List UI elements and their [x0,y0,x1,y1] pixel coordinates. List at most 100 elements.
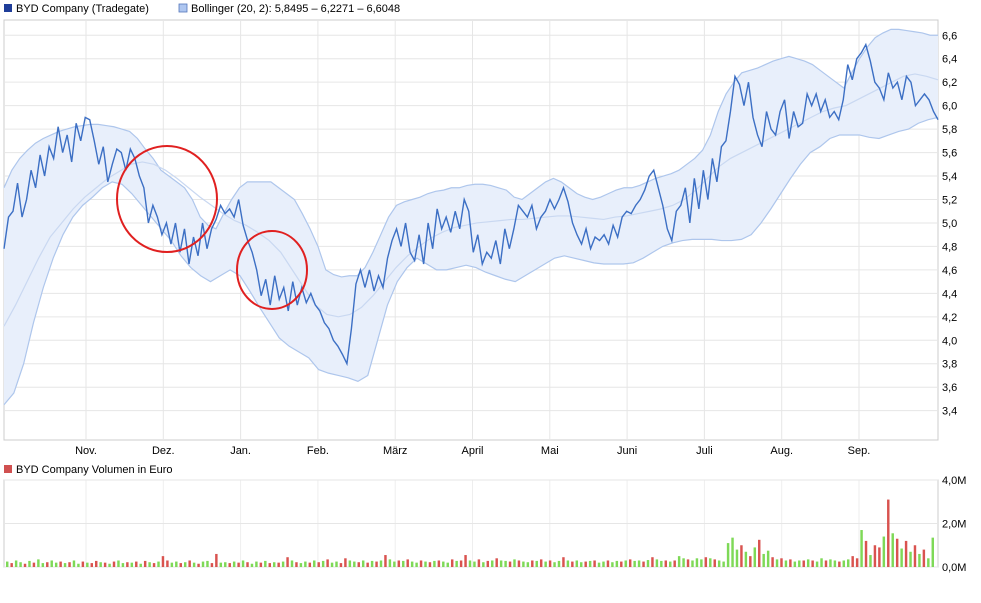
volume-bar [628,559,632,567]
volume-bar [37,559,40,567]
volume-bar [593,560,596,567]
volume-bar [72,560,76,567]
volume-bar [762,553,765,567]
volume-bar [855,558,859,567]
volume-bar [637,560,641,567]
volume-bar [802,560,805,567]
volume-bar [6,561,9,567]
main-x-tick-label: Dez. [152,445,175,457]
volume-bar [731,537,734,567]
volume-bar [161,556,165,568]
volume-bar [571,561,574,567]
volume-bar [873,545,877,567]
main-x-tick-label: Juli [696,445,713,457]
volume-bar [281,561,285,567]
volume-bar [535,560,538,567]
volume-bar [108,563,111,567]
volume-bar [32,562,36,567]
volume-bar [815,561,819,567]
main-y-tick-label: 6,6 [942,30,957,42]
volume-bar [264,560,267,567]
volume-bar [19,562,22,567]
volume-bar [286,557,289,567]
volume-bar [602,561,605,567]
volume-bar [370,560,374,567]
volume-bar [722,561,725,567]
volume-bar [330,562,334,567]
volume-bar [406,559,409,567]
volume-bar [99,562,102,567]
volume-bar [353,561,356,567]
volume-bar [290,560,294,567]
volume-bar [695,558,699,567]
volume-bar [446,562,449,567]
volume-bar [272,562,276,567]
volume-bar [842,560,846,567]
volume-bar [237,562,240,567]
volume-bar [575,560,579,567]
main-y-tick-label: 4,4 [942,288,957,300]
volume-bar [913,545,917,567]
volume-bar [143,560,147,567]
volume-bar [539,559,543,567]
volume-bar [829,559,832,567]
volume-bar [241,560,245,567]
volume-bar [513,559,516,567]
volume-bar [864,540,868,567]
main-y-tick-label: 3,6 [942,382,957,394]
volume-y-tick-label: 4,0M [942,475,966,487]
main-y-tick-label: 5,2 [942,194,957,206]
volume-bar [197,563,200,567]
volume-bar [41,563,45,567]
volume-bar [246,562,249,567]
volume-bar [473,561,476,567]
volume-bar [299,563,303,567]
volume-bar [148,562,151,567]
volume-bar [210,563,214,567]
volume-bar [508,561,512,567]
volume-bar [117,560,120,567]
main-y-tick-label: 4,2 [942,312,957,324]
main-x-tick-label: Aug. [770,445,793,457]
volume-bar [588,560,592,567]
volume-bar [428,562,432,567]
volume-bar [424,561,427,567]
volume-bar [517,560,521,567]
volume-bar [410,561,414,567]
volume-bar [175,561,178,567]
volume-bar [357,562,360,567]
volume-bar [50,560,53,567]
volume-bar [361,560,365,567]
volume-bar [335,561,338,567]
volume-bar [183,562,187,567]
volume-bar [780,558,783,567]
main-x-tick-label: Nov. [75,445,97,457]
volume-bar [495,558,498,567]
volume-bar [740,545,743,567]
volume-bar [709,558,712,567]
volume-bar [468,560,472,567]
volume-bar [419,560,423,567]
volume-bar [669,561,672,567]
volume-bar [63,563,67,567]
volume-bar [215,553,218,567]
volume-plot: 0,0M 2,0M 4,0M [3,475,966,574]
volume-bar [415,562,418,567]
volume-bar [491,560,494,567]
volume-bar [611,562,614,567]
volume-bar [459,560,463,567]
volume-bar [139,563,142,567]
volume-bar [735,549,739,567]
volume-bar [206,560,209,567]
volume-bar [308,562,312,567]
volume-bar [499,560,503,567]
volume-bar [379,560,383,567]
volume-bar [384,555,387,567]
legend-label-price: BYD Company (Tradegate) [16,3,149,15]
volume-bar [437,560,441,567]
volume-bar [482,562,485,567]
volume-bar [655,559,659,567]
volume-bar [548,560,552,567]
annotation-circle-jan [236,230,308,310]
legend-label-volume: BYD Company Volumen in Euro [16,464,173,476]
